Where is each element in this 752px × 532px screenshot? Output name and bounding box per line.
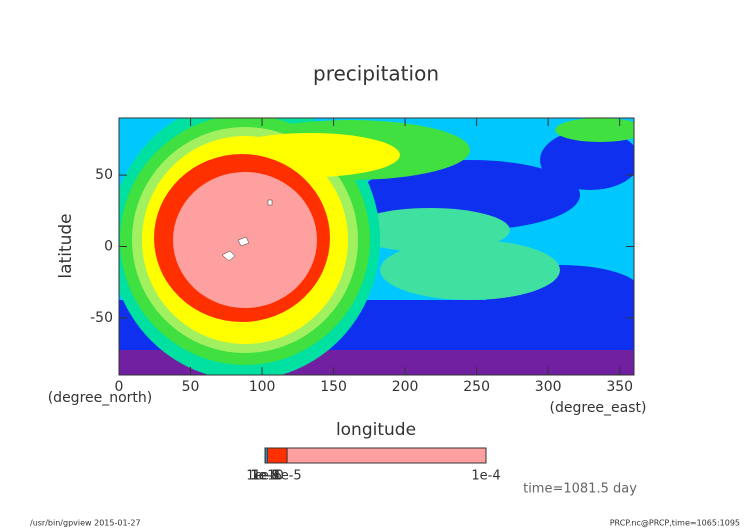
x-axis-units: (degree_east)	[550, 400, 647, 416]
x-tick-label: 100	[249, 379, 276, 395]
colorbar-tick-label: 1e-5	[272, 469, 301, 484]
x-tick-label: 150	[320, 379, 347, 395]
x-axis-label: longitude	[336, 420, 416, 440]
colorbar-tick-label: 1e-8	[250, 469, 279, 484]
colorbar-tick-label: 1e-7	[251, 469, 280, 484]
colorbar-tick-label: 1e-10	[246, 469, 284, 484]
annotation: time=1081.5 day	[523, 482, 637, 497]
y-tick-label: 50	[95, 167, 113, 183]
x-tick-label: 300	[535, 379, 562, 395]
y-axis-label: latitude	[56, 213, 76, 278]
contour-field	[119, 118, 634, 375]
x-tick-label: 50	[182, 379, 200, 395]
colorbar-segment	[287, 448, 486, 463]
colorbar-tick-label: 1e-9	[250, 469, 279, 484]
y-tick-label: -50	[90, 310, 113, 326]
y-tick-label: 0	[104, 239, 113, 255]
chart-title: precipitation	[313, 62, 439, 86]
colorbar-segment	[267, 448, 288, 463]
x-tick-label: 200	[392, 379, 419, 395]
colorbar-tick-label: 1e-4	[471, 469, 500, 484]
y-axis-units: (degree_north)	[48, 390, 153, 406]
x-tick-label: 250	[463, 379, 490, 395]
colorbar-tick-label: 1e-6	[253, 469, 282, 484]
colorbar-segment	[265, 448, 268, 463]
x-tick-label: 350	[606, 379, 633, 395]
footer-left: /usr/bin/gpview 2015-01-27	[30, 519, 141, 528]
footer-right: PRCP.nc@PRCP,time=1065:1095	[610, 519, 740, 528]
x-tick-label: 0	[115, 379, 124, 395]
